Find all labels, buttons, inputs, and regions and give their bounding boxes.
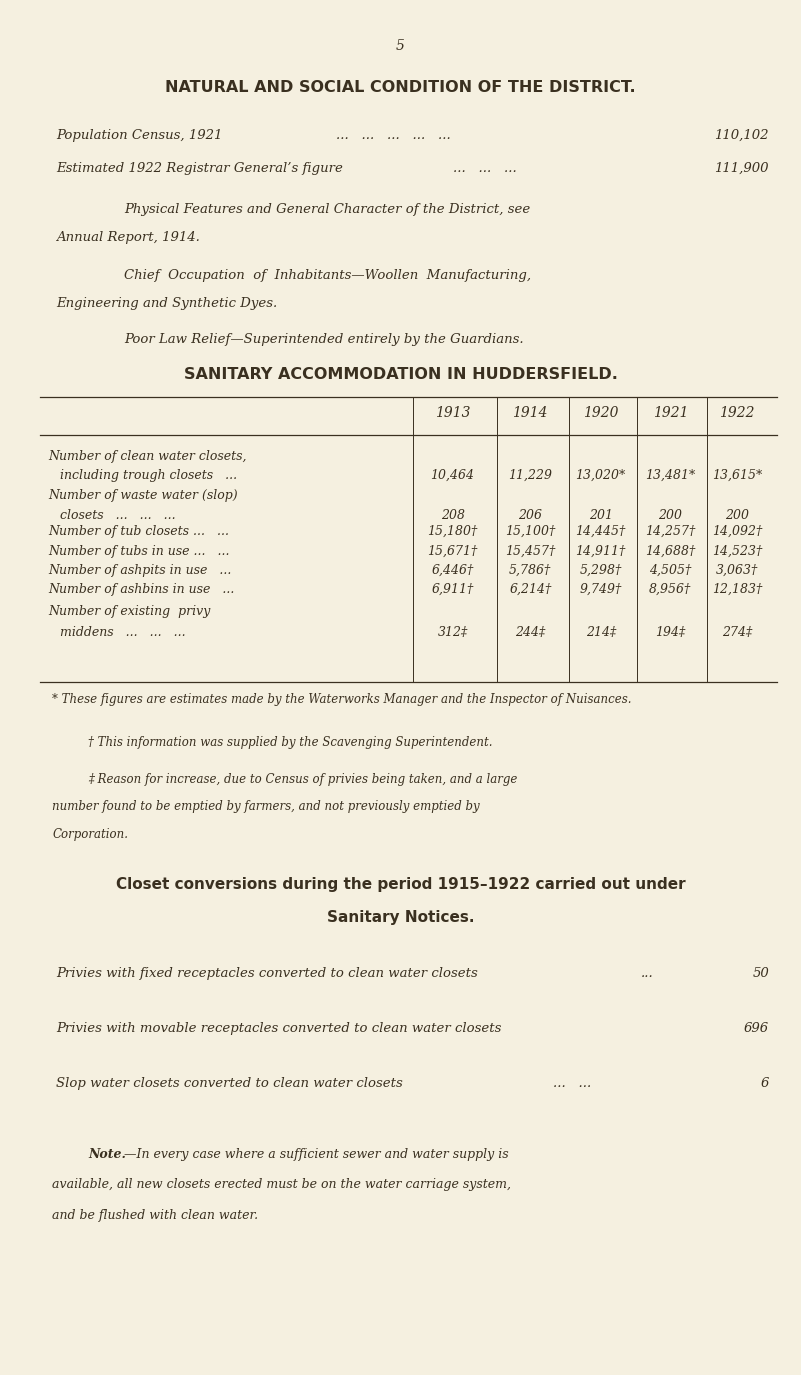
Text: 312‡: 312‡ [437, 626, 468, 638]
Text: Number of ashbins in use   ...: Number of ashbins in use ... [48, 583, 235, 595]
Text: Annual Report, 1914.: Annual Report, 1914. [56, 231, 200, 243]
Text: 14,523†: 14,523† [712, 544, 762, 557]
Text: ‡ Reason for increase, due to Census of privies being taken, and a large: ‡ Reason for increase, due to Census of … [88, 773, 517, 785]
Text: 208: 208 [441, 509, 465, 521]
Text: 206: 206 [518, 509, 542, 521]
Text: 1922: 1922 [719, 406, 755, 419]
Text: 15,100†: 15,100† [505, 525, 555, 538]
Text: Sanitary Notices.: Sanitary Notices. [327, 910, 474, 925]
Text: 110,102: 110,102 [714, 129, 769, 142]
Text: 5,786†: 5,786† [509, 564, 551, 576]
Text: 10,464: 10,464 [431, 469, 474, 481]
Text: 244‡: 244‡ [515, 626, 545, 638]
Text: 11,229: 11,229 [509, 469, 552, 481]
Text: Number of tub closets ...   ...: Number of tub closets ... ... [48, 525, 229, 538]
Text: 14,445†: 14,445† [576, 525, 626, 538]
Text: † This information was supplied by the Scavenging Superintendent.: † This information was supplied by the S… [88, 736, 493, 748]
Text: ...   ...   ...: ... ... ... [453, 162, 517, 175]
Text: Closet conversions during the period 1915–1922 carried out under: Closet conversions during the period 191… [115, 877, 686, 892]
Text: 200: 200 [725, 509, 749, 521]
Text: Privies with fixed receptacles converted to clean water closets: Privies with fixed receptacles converted… [56, 967, 478, 979]
Text: 15,671†: 15,671† [428, 544, 477, 557]
Text: 1921: 1921 [653, 406, 688, 419]
Text: number found to be emptied by farmers, and not previously emptied by: number found to be emptied by farmers, a… [52, 800, 480, 813]
Text: 50: 50 [752, 967, 769, 979]
Text: —In every case where a sufficient sewer and water supply is: —In every case where a sufficient sewer … [124, 1148, 509, 1160]
Text: 15,457†: 15,457† [505, 544, 555, 557]
Text: ...   ...   ...   ...   ...: ... ... ... ... ... [336, 129, 451, 142]
Text: including trough closets   ...: including trough closets ... [48, 469, 237, 481]
Text: 13,020*: 13,020* [576, 469, 626, 481]
Text: 14,911†: 14,911† [576, 544, 626, 557]
Text: Number of waste water (slop): Number of waste water (slop) [48, 490, 238, 502]
Text: Corporation.: Corporation. [52, 828, 128, 840]
Text: 111,900: 111,900 [714, 162, 769, 175]
Text: 200: 200 [658, 509, 682, 521]
Text: Number of clean water closets,: Number of clean water closets, [48, 450, 247, 462]
Text: 1913: 1913 [435, 406, 470, 419]
Text: Physical Features and General Character of the District, see: Physical Features and General Character … [124, 204, 530, 216]
Text: Slop water closets converted to clean water closets: Slop water closets converted to clean wa… [56, 1077, 403, 1089]
Text: Note.: Note. [88, 1148, 126, 1160]
Text: 5,298†: 5,298† [580, 564, 622, 576]
Text: available, all new closets erected must be on the water carriage system,: available, all new closets erected must … [52, 1178, 511, 1191]
Text: Chief  Occupation  of  Inhabitants—Woollen  Manufacturing,: Chief Occupation of Inhabitants—Woollen … [124, 270, 531, 282]
Text: Privies with movable receptacles converted to clean water closets: Privies with movable receptacles convert… [56, 1022, 501, 1034]
Text: Number of tubs in use ...   ...: Number of tubs in use ... ... [48, 544, 230, 557]
Text: 6,214†: 6,214† [509, 583, 551, 595]
Text: 214‡: 214‡ [586, 626, 616, 638]
Text: middens   ...   ...   ...: middens ... ... ... [48, 626, 186, 638]
Text: 3,063†: 3,063† [716, 564, 758, 576]
Text: 1920: 1920 [583, 406, 618, 419]
Text: 14,688†: 14,688† [646, 544, 695, 557]
Text: Estimated 1922 Registrar General’s figure: Estimated 1922 Registrar General’s figur… [56, 162, 343, 175]
Text: 6: 6 [761, 1077, 769, 1089]
Text: closets   ...   ...   ...: closets ... ... ... [48, 509, 175, 521]
Text: NATURAL AND SOCIAL CONDITION OF THE DISTRICT.: NATURAL AND SOCIAL CONDITION OF THE DIST… [165, 80, 636, 95]
Text: 274‡: 274‡ [722, 626, 752, 638]
Text: 13,481*: 13,481* [646, 469, 695, 481]
Text: SANITARY ACCOMMODATION IN HUDDERSFIELD.: SANITARY ACCOMMODATION IN HUDDERSFIELD. [183, 367, 618, 382]
Text: ...   ...: ... ... [553, 1077, 591, 1089]
Text: 9,749†: 9,749† [580, 583, 622, 595]
Text: 15,180†: 15,180† [428, 525, 477, 538]
Text: 696: 696 [744, 1022, 769, 1034]
Text: Number of existing  privy: Number of existing privy [48, 605, 211, 617]
Text: 201: 201 [589, 509, 613, 521]
Text: 14,257†: 14,257† [646, 525, 695, 538]
Text: ...: ... [641, 967, 654, 979]
Text: * These figures are estimates made by the Waterworks Manager and the Inspector o: * These figures are estimates made by th… [52, 693, 631, 705]
Text: Number of ashpits in use   ...: Number of ashpits in use ... [48, 564, 231, 576]
Text: 194‡: 194‡ [655, 626, 686, 638]
Text: 1914: 1914 [513, 406, 548, 419]
Text: 6,446†: 6,446† [432, 564, 473, 576]
Text: Poor Law Relief—Superintended entirely by the Guardians.: Poor Law Relief—Superintended entirely b… [124, 333, 524, 345]
Text: Engineering and Synthetic Dyes.: Engineering and Synthetic Dyes. [56, 297, 277, 309]
Text: 4,505†: 4,505† [650, 564, 691, 576]
Text: 8,956†: 8,956† [650, 583, 691, 595]
Text: 6,911†: 6,911† [432, 583, 473, 595]
Text: 13,615*: 13,615* [712, 469, 762, 481]
Text: 5: 5 [396, 38, 405, 52]
Text: 12,183†: 12,183† [712, 583, 762, 595]
Text: and be flushed with clean water.: and be flushed with clean water. [52, 1209, 258, 1221]
Text: 14,092†: 14,092† [712, 525, 762, 538]
Text: Population Census, 1921: Population Census, 1921 [56, 129, 223, 142]
